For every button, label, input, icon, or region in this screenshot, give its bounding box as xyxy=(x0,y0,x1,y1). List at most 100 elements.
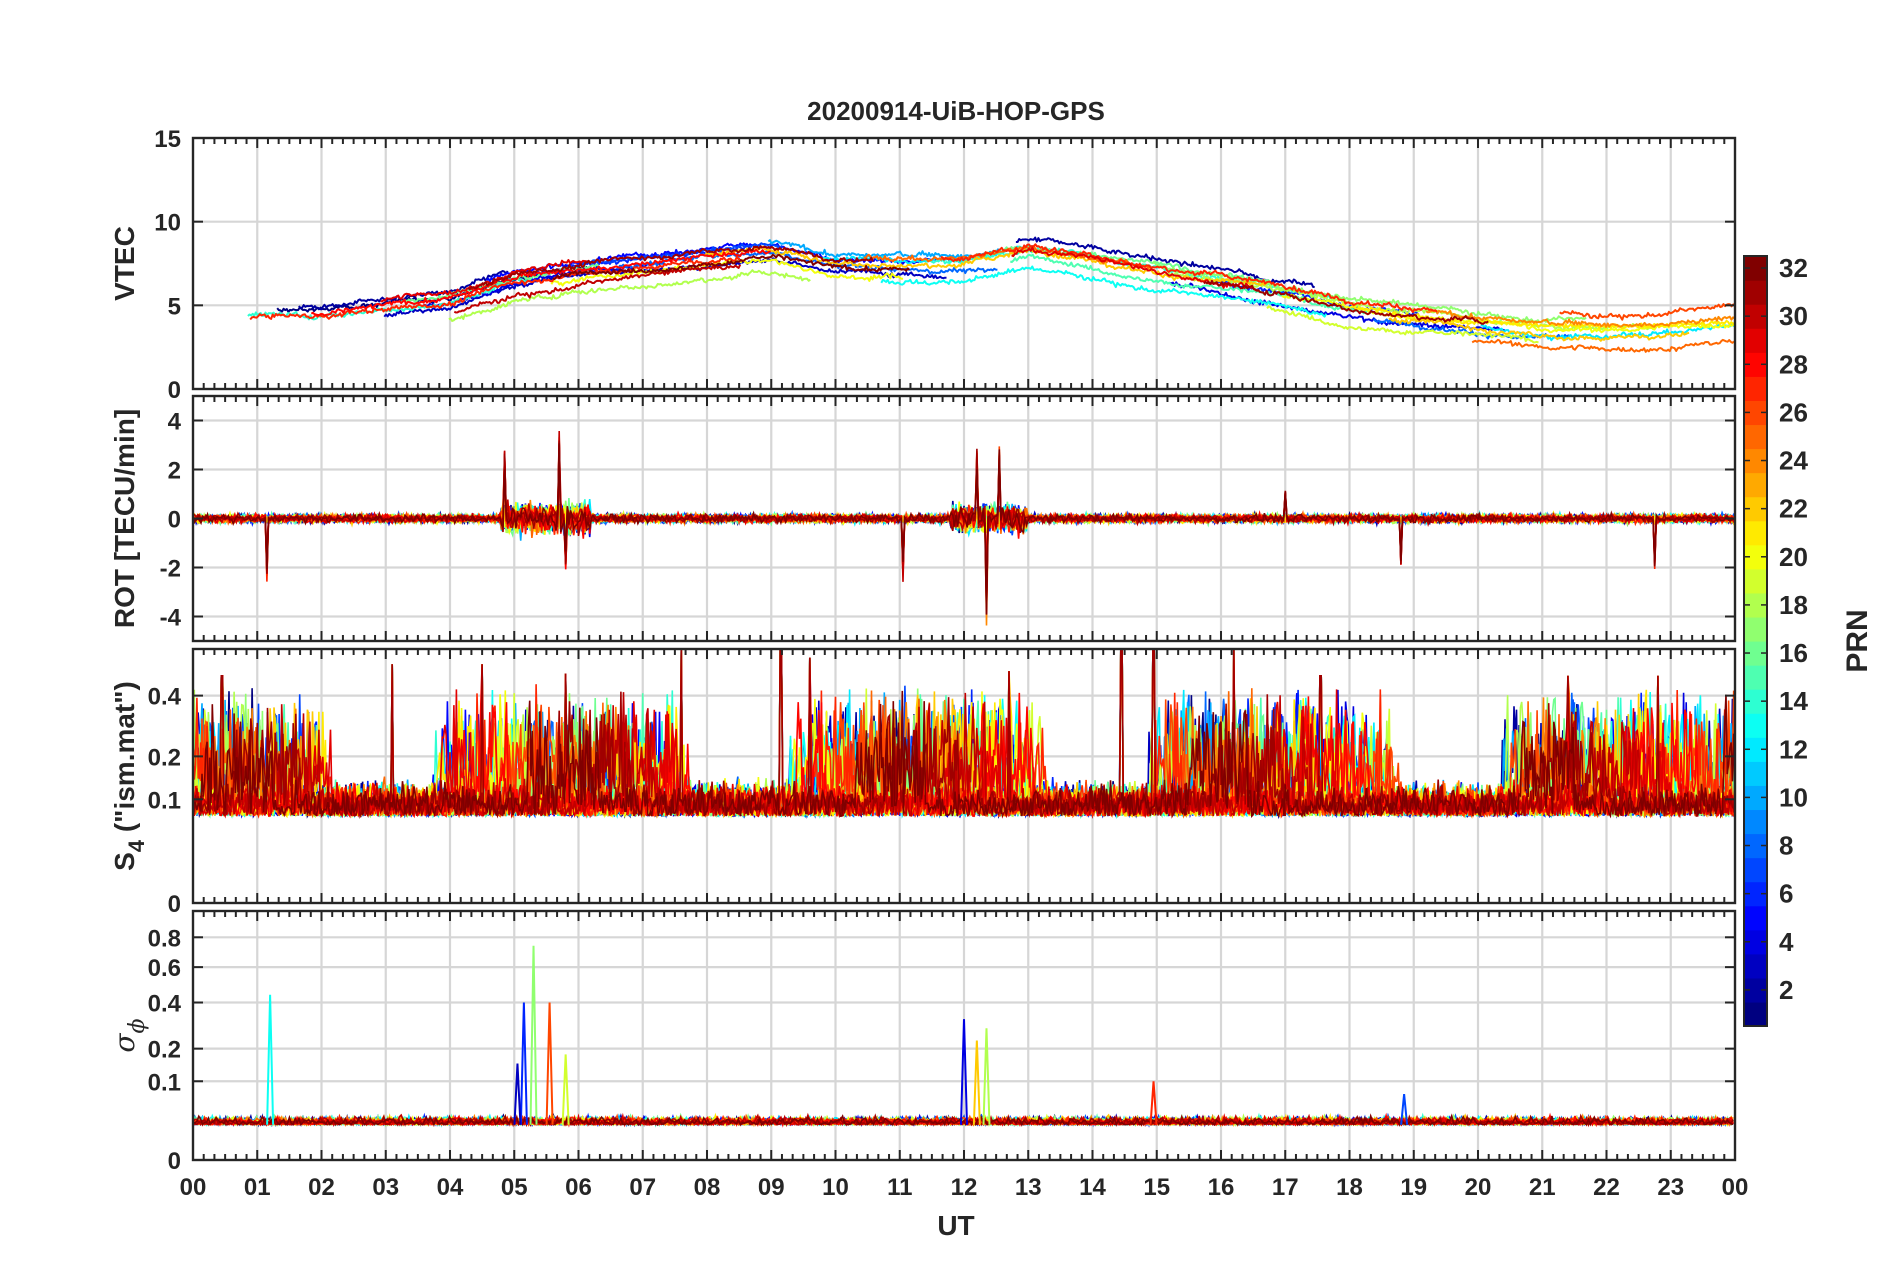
x-tick-label: 15 xyxy=(1143,1174,1170,1201)
y-tick-label: 0.4 xyxy=(148,684,182,711)
y-tick-label: 0 xyxy=(168,1148,181,1175)
y-tick-label: 0.4 xyxy=(148,991,182,1018)
x-tick-label: 00 xyxy=(180,1174,207,1201)
colorbar-segment xyxy=(1744,448,1767,474)
y-tick-label: 0 xyxy=(168,891,181,918)
spike-mark xyxy=(545,1002,554,1125)
colorbar-tick-label: 32 xyxy=(1779,253,1808,283)
series-line-prn-19 xyxy=(1266,305,1539,344)
colorbar-tick-label: 28 xyxy=(1779,349,1808,379)
spike-mark xyxy=(1400,1094,1409,1125)
x-tick-label: 12 xyxy=(951,1174,978,1201)
y-tick-label: 5 xyxy=(168,293,181,320)
x-tick-label: 22 xyxy=(1593,1174,1620,1201)
colorbar-segment xyxy=(1744,857,1767,883)
series-group xyxy=(193,649,1735,820)
panel-y-axis: -4 -2 0 2 4 xyxy=(160,409,1735,632)
x-tick-label: 19 xyxy=(1400,1174,1427,1201)
y-tick-label: 0.6 xyxy=(148,955,181,982)
x-tick-label: 00 xyxy=(1722,1174,1749,1201)
x-axis-label: UT xyxy=(937,1210,974,1241)
series-line-prn-13 xyxy=(880,265,1328,318)
y-tick-label: 0.1 xyxy=(148,1069,181,1096)
series-line-prn-27 xyxy=(940,243,1438,314)
spike-mark xyxy=(513,1063,522,1125)
chart-title: 20200914-UiB-HOP-GPS xyxy=(807,96,1105,126)
y-label-subscript: ϕ xyxy=(125,1018,150,1033)
x-tick-label: 23 xyxy=(1657,1174,1684,1201)
series-group xyxy=(193,945,1734,1128)
colorbar-segment xyxy=(1744,304,1767,329)
colorbar-segment xyxy=(1744,785,1767,811)
series-line-prn-31 xyxy=(1203,279,1489,325)
y-tick-label: 0.2 xyxy=(148,1037,181,1064)
x-tick-label: 05 xyxy=(501,1174,528,1201)
x-tick-label: 06 xyxy=(565,1174,592,1201)
x-tick-label: 09 xyxy=(758,1174,785,1201)
panel-y-axis: 0 5 10 15 xyxy=(154,126,1735,404)
colorbar-segment xyxy=(1744,376,1767,401)
x-tick-label: 08 xyxy=(694,1174,721,1201)
colorbar-label: PRN xyxy=(1841,609,1874,672)
y-tick-label: 2 xyxy=(168,458,181,485)
x-tick-label: 14 xyxy=(1079,1174,1106,1201)
series-line-prn-18 xyxy=(448,269,811,322)
spike-mark xyxy=(982,1028,991,1125)
x-tick-label: 10 xyxy=(822,1174,849,1201)
series-line-prn-28 xyxy=(310,247,771,317)
colorbar-tick-label: 24 xyxy=(1779,446,1808,476)
y-tick-label: 0.8 xyxy=(148,925,181,952)
x-tick-label: 07 xyxy=(629,1174,656,1201)
series-line-prn-24 xyxy=(1425,309,1735,328)
series-line-prn-4 xyxy=(1169,281,1507,332)
x-tick-label: 02 xyxy=(308,1174,335,1201)
x-axis: 00 01 02 03 04 05 06 07 08 09 10 11 12 13 14 15 16 17 18 19… xyxy=(180,1174,1749,1201)
colorbar-segment xyxy=(1744,256,1767,281)
colorbar-segment xyxy=(1744,328,1767,353)
colorbar-segment xyxy=(1744,616,1767,642)
series-line-prn-31 xyxy=(467,245,874,291)
series-line-prn-32 xyxy=(193,690,1735,819)
colorbar-segment xyxy=(1744,1001,1767,1027)
colorbar-segment xyxy=(1744,568,1767,594)
x-tick-label: 11 xyxy=(887,1174,912,1201)
colorbar-segment xyxy=(1744,713,1767,738)
panel-s4: 00.10.20.4S4 ("ism.mat") xyxy=(109,647,1737,918)
colorbar-segment xyxy=(1744,809,1767,835)
colorbar-tick-label: 12 xyxy=(1779,734,1808,764)
colorbar-segment xyxy=(1744,352,1767,377)
series-line-prn-32 xyxy=(552,253,911,281)
colorbar-tick-label: 20 xyxy=(1779,542,1808,572)
series-line-prn-22 xyxy=(1388,316,1690,342)
x-tick-label: 20 xyxy=(1465,1174,1492,1201)
colorbar-tick-label: 26 xyxy=(1779,397,1808,427)
colorbar-segment xyxy=(1744,641,1767,666)
series-group xyxy=(193,430,1735,626)
panel-x-ticks xyxy=(192,396,1736,641)
y-label-subscript: 4 xyxy=(124,839,149,852)
colorbar-tick-label: 30 xyxy=(1779,301,1808,331)
colorbar-segment xyxy=(1744,424,1767,450)
y-tick-label: 0 xyxy=(168,507,181,534)
series-line-prn-25 xyxy=(1471,338,1735,353)
y-tick-label: 10 xyxy=(154,210,181,237)
x-tick-label: 16 xyxy=(1208,1174,1235,1201)
colorbar-tick-label: 14 xyxy=(1779,686,1808,716)
panel-sigma_phi: 0 0.1 0.2 0.4 0.6 0.8 σϕ xyxy=(108,909,1737,1175)
series-line-prn-30 xyxy=(453,264,742,314)
colorbar-segment xyxy=(1744,544,1767,570)
colorbar-segment xyxy=(1744,472,1767,498)
panel-x-ticks xyxy=(192,911,1736,1160)
y-axis-label-vtec: VTEC xyxy=(109,226,140,301)
panel-vtec: 0 5 10 15 VTEC xyxy=(109,126,1737,404)
spike-mark xyxy=(1149,1081,1158,1125)
colorbar-segment xyxy=(1744,761,1767,786)
y-tick-label: 0.1 xyxy=(148,787,181,814)
panel-x-ticks xyxy=(192,138,1736,389)
y-tick-label: -2 xyxy=(160,556,181,583)
colorbar-segment xyxy=(1744,592,1767,618)
colorbar-segment xyxy=(1744,520,1767,546)
colorbar-segment xyxy=(1744,881,1767,907)
